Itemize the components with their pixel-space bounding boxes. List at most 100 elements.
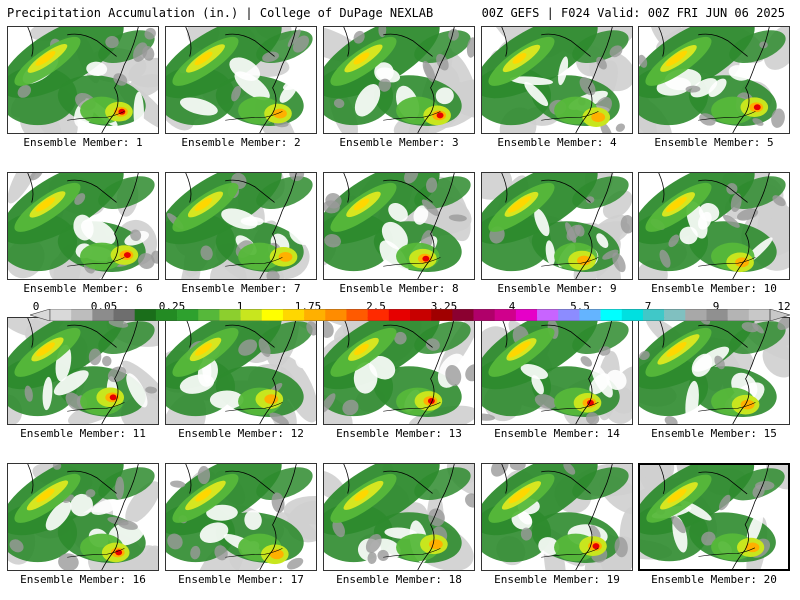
- precip-map: [324, 318, 474, 424]
- member-label: Ensemble Member: 15: [651, 427, 777, 440]
- colorbar-swatch: [410, 309, 432, 321]
- member-map-panel[interactable]: [638, 172, 790, 280]
- colorbar-swatch: [537, 309, 559, 321]
- member-map-panel[interactable]: [165, 26, 317, 134]
- member-label: Ensemble Member: 5: [654, 136, 774, 149]
- precip-map: [324, 173, 472, 279]
- colorbar-tick-label: 9: [712, 300, 720, 313]
- member-label: Ensemble Member: 14: [494, 427, 620, 440]
- member-label: Ensemble Member: 20: [651, 573, 777, 586]
- member-map-panel[interactable]: [7, 317, 159, 425]
- member-map-panel[interactable]: [165, 463, 317, 571]
- precip-colorbar: 0 0.05 0.25 1 1.75 2.5 3.25 4 5.5 7 9 12: [30, 300, 791, 322]
- colorbar-swatch: [664, 309, 686, 321]
- colorbar-swatch: [642, 309, 665, 321]
- member-map-panel[interactable]: [323, 317, 475, 425]
- colorbar-scale: [30, 309, 790, 321]
- member-map-panel[interactable]: [481, 26, 633, 134]
- member-map-panel[interactable]: [481, 463, 633, 571]
- member-map-panel[interactable]: [638, 317, 790, 425]
- member-label: Ensemble Member: 3: [339, 136, 459, 149]
- colorbar-swatch: [50, 309, 72, 321]
- member-label: Ensemble Member: 18: [336, 573, 462, 586]
- member-map-panel[interactable]: [481, 317, 633, 425]
- colorbar-swatch: [748, 309, 771, 321]
- member-label: Ensemble Member: 17: [178, 573, 304, 586]
- precip-map: [324, 27, 474, 133]
- colorbar-swatch: [558, 309, 580, 321]
- member-label: Ensemble Member: 19: [494, 573, 620, 586]
- member-label: Ensemble Member: 7: [181, 282, 301, 295]
- colorbar-swatch: [685, 309, 707, 321]
- precip-map: [8, 464, 158, 570]
- colorbar-swatch: [600, 309, 623, 321]
- precip-map: [482, 318, 632, 424]
- colorbar-swatch: [325, 309, 347, 321]
- precip-map: [639, 173, 789, 279]
- precip-map: [640, 465, 788, 569]
- member-map-panel[interactable]: [165, 172, 317, 280]
- precip-map: [639, 318, 789, 424]
- precip-map: [482, 27, 632, 133]
- member-label: Ensemble Member: 9: [497, 282, 617, 295]
- colorbar-swatch: [367, 309, 390, 321]
- colorbar-swatch: [494, 309, 517, 321]
- member-label: Ensemble Member: 1: [23, 136, 143, 149]
- member-map-panel[interactable]: [638, 26, 790, 134]
- colorbar-swatch: [706, 309, 728, 321]
- member-map-panel[interactable]: [323, 463, 475, 571]
- member-map-panel[interactable]: [7, 463, 159, 571]
- member-label: Ensemble Member: 16: [20, 573, 146, 586]
- colorbar-swatch: [92, 309, 114, 321]
- member-label: Ensemble Member: 8: [339, 282, 459, 295]
- precip-map: [8, 318, 158, 424]
- colorbar-tick-label: 7: [644, 300, 652, 313]
- precip-map: [8, 173, 158, 279]
- precip-map: [324, 464, 474, 570]
- member-label: Ensemble Member: 12: [178, 427, 304, 440]
- colorbar-swatch: [388, 309, 411, 321]
- precip-map: [482, 173, 632, 279]
- colorbar-swatch: [282, 309, 305, 321]
- colorbar-swatch: [240, 309, 263, 321]
- member-map-panel[interactable]: [7, 26, 159, 134]
- member-label: Ensemble Member: 2: [181, 136, 301, 149]
- colorbar-swatch: [473, 309, 496, 321]
- colorbar-swatch: [727, 309, 750, 321]
- colorbar-tick-label: 0: [32, 300, 40, 313]
- member-map-panel[interactable]: [481, 172, 633, 280]
- member-label: Ensemble Member: 11: [20, 427, 146, 440]
- colorbar-max-arrow: [769, 309, 790, 321]
- member-map-panel[interactable]: [323, 26, 475, 134]
- colorbar-swatch: [155, 309, 178, 321]
- member-map-panel[interactable]: [7, 172, 159, 280]
- colorbar-swatch: [452, 309, 474, 321]
- colorbar-swatch: [134, 309, 157, 321]
- colorbar-swatch: [346, 309, 368, 321]
- member-label: Ensemble Member: 6: [23, 282, 143, 295]
- colorbar-tick-label: 1: [236, 300, 244, 313]
- colorbar-swatch: [304, 309, 326, 321]
- member-map-panel[interactable]: [638, 463, 790, 571]
- colorbar-swatch: [621, 309, 644, 321]
- colorbar-min-arrow: [30, 309, 51, 321]
- member-label: Ensemble Member: 10: [651, 282, 777, 295]
- colorbar-swatch: [219, 309, 241, 321]
- precip-map: [166, 173, 316, 279]
- colorbar-tick-label: 12: [777, 300, 791, 313]
- member-label: Ensemble Member: 4: [497, 136, 617, 149]
- map-title: Precipitation Accumulation (in.) | Colle…: [7, 6, 434, 20]
- precip-map: [639, 27, 789, 133]
- colorbar-swatch: [431, 309, 453, 321]
- colorbar-swatch: [261, 309, 284, 321]
- member-map-panel[interactable]: [165, 317, 317, 425]
- precip-map: [166, 27, 313, 133]
- colorbar-swatch: [579, 309, 601, 321]
- precip-map: [166, 318, 316, 424]
- colorbar-swatch: [113, 309, 136, 321]
- colorbar-swatch: [71, 309, 93, 321]
- colorbar-tick-label: 4: [508, 300, 516, 313]
- precip-map: [482, 464, 632, 570]
- colorbar-swatch: [515, 309, 538, 321]
- member-map-panel[interactable]: [323, 172, 475, 280]
